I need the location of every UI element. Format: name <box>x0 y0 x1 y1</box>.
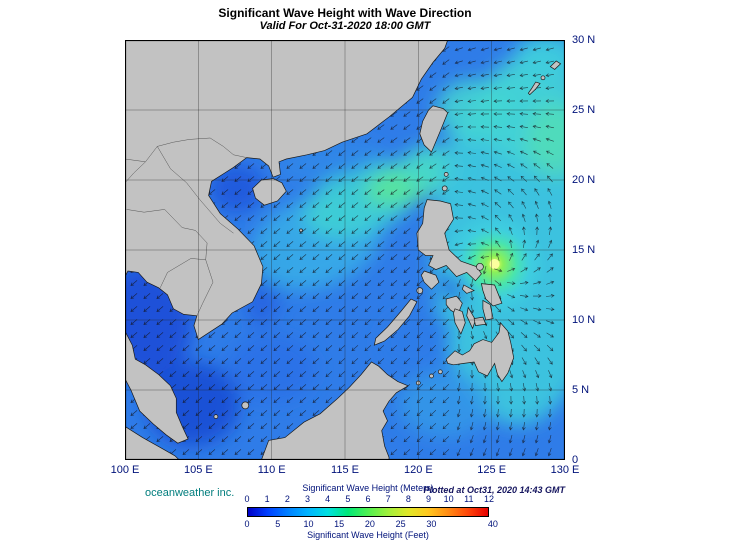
colorbar-feet-tick: 40 <box>487 519 498 529</box>
typhoon-core <box>489 259 500 269</box>
colorbar-feet-tick: 5 <box>275 519 281 529</box>
x-tick-label: 115 E <box>331 464 359 476</box>
landmass-layer <box>125 40 562 460</box>
colorbar-meters-tick: 1 <box>264 494 270 504</box>
colorbar-feet-tick: 25 <box>395 519 406 529</box>
colorbar-feet-label: Significant Wave Height (Feet) <box>307 530 429 540</box>
y-tick-label: 10 N <box>572 314 596 326</box>
colorbar-meters-label: Significant Wave Height (Meters) <box>302 483 434 493</box>
x-tick-label: 130 E <box>550 464 580 476</box>
x-tick-label: 120 E <box>403 464 433 476</box>
oceanweather-credit: oceanweather inc. <box>145 487 235 499</box>
colorbar-meters-tick: 10 <box>443 494 454 504</box>
colorbar-feet-tick: 15 <box>334 519 345 529</box>
map-frame-border <box>125 40 565 460</box>
y-tick-label: 20 N <box>572 174 596 186</box>
chart-title: Significant Wave Height with Wave Direct… <box>218 6 472 20</box>
colorbar-feet-tick: 10 <box>303 519 314 529</box>
colorbar-gradient <box>247 507 489 517</box>
colorbar-meters-tick: 2 <box>284 494 290 504</box>
colorbar-meters-tick: 11 <box>464 494 474 504</box>
plotted-at-timestamp: Plotted at Oct31, 2020 14:43 GMT <box>423 485 565 495</box>
x-tick-label: 110 E <box>257 464 286 476</box>
country-borders <box>125 137 247 316</box>
y-tick-label: 25 N <box>572 104 596 116</box>
colorbar-feet-tick: 20 <box>364 519 375 529</box>
colorbar-feet-tick: 0 <box>244 519 250 529</box>
colorbar-meters-tick: 8 <box>405 494 411 504</box>
colorbar-meters-tick: 4 <box>325 494 331 504</box>
y-tick-label: 15 N <box>572 244 596 256</box>
colorbar-meters-tick: 0 <box>244 494 250 504</box>
wave-height-map <box>125 40 565 460</box>
colorbar-meters-tick: 6 <box>365 494 371 504</box>
colorbar-meters-tick: 12 <box>483 494 494 504</box>
x-tick-label: 100 E <box>110 464 140 476</box>
y-tick-label: 30 N <box>572 34 596 46</box>
colorbar-meters-tick: 3 <box>304 494 310 504</box>
colorbar-feet-tick: 30 <box>426 519 437 529</box>
colorbar-meters-tick: 5 <box>345 494 351 504</box>
map-plot-area <box>125 40 565 460</box>
x-tick-label: 125 E <box>477 464 507 476</box>
y-tick-label: 5 N <box>572 384 590 396</box>
colorbar-meters-tick: 7 <box>385 494 391 504</box>
graticule-grid <box>125 40 565 460</box>
colorbar-meters-tick: 9 <box>425 494 431 504</box>
x-tick-label: 105 E <box>183 464 213 476</box>
chart-valid-time: Valid For Oct-31-2020 18:00 GMT <box>259 20 431 32</box>
y-tick-label: 0 <box>572 454 579 466</box>
